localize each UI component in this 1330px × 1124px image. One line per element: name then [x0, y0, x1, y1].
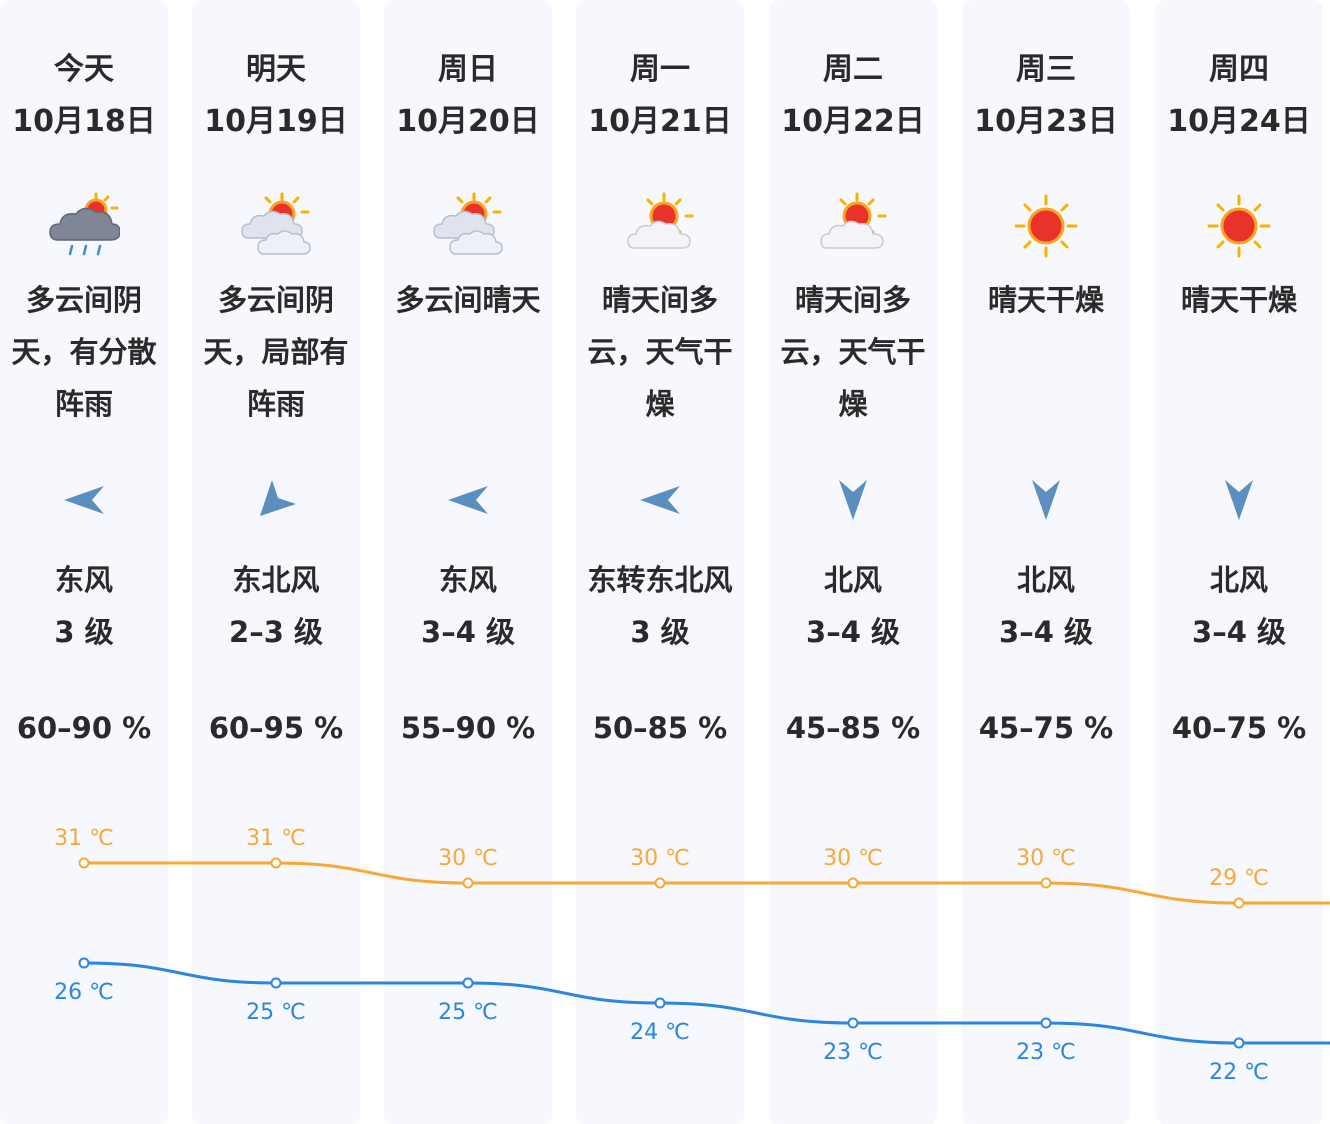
- humidity-range: 60–95 %: [208, 711, 344, 745]
- weather-description: 晴天干燥: [987, 283, 1104, 317]
- weather-description: 多云间晴天: [395, 283, 541, 317]
- day-name: 今天: [54, 52, 114, 87]
- low-temp-label: 25 ℃: [246, 1000, 306, 1025]
- cloudy-shower-icon: [49, 192, 120, 256]
- wind-direction-arrow-icon: [260, 480, 296, 516]
- low-temp-label: 25 ℃: [438, 1000, 498, 1025]
- high-temp-label: 30 ℃: [823, 846, 883, 871]
- weather-description: 多云间阴天，有分散阵雨: [11, 283, 157, 421]
- forecast-day-column: 周日 10月20日 多云间晴天东风 3–4 级 55–90 %: [384, 0, 552, 1124]
- low-temp-point: [270, 977, 282, 989]
- day-date: 10月23日: [974, 104, 1118, 139]
- wind-direction: 东转东北风: [587, 563, 733, 597]
- sunny-cloud-icon: [627, 192, 694, 249]
- low-temp-label: 23 ℃: [1016, 1040, 1076, 1065]
- wind-direction-arrow-icon: [448, 486, 488, 514]
- high-temp-point: [847, 877, 859, 889]
- low-temp-point: [654, 997, 666, 1009]
- low-temp-point: [1233, 1037, 1245, 1049]
- wind-level: 2–3 级: [229, 615, 323, 649]
- humidity-range: 40–75 %: [1171, 711, 1307, 745]
- low-temp-point: [78, 957, 90, 969]
- high-temp-label: 29 ℃: [1209, 866, 1269, 891]
- humidity-range: 55–90 %: [400, 711, 536, 745]
- high-temp-label: 30 ℃: [630, 846, 690, 871]
- wind-level: 3–4 级: [421, 615, 515, 649]
- day-date: 10月18日: [12, 104, 156, 139]
- day-name: 周二: [823, 52, 883, 87]
- wind-direction-arrow-icon: [1032, 480, 1060, 520]
- wind-direction: 北风: [1016, 563, 1075, 597]
- wind-level: 3 级: [630, 615, 690, 649]
- low-temp-line: [83, 961, 1330, 1045]
- high-temp-label: 31 ℃: [54, 826, 114, 851]
- high-temp-point: [270, 857, 282, 869]
- low-temp-point: [462, 977, 474, 989]
- forecast-day-column: 周四 10月24日 晴天干燥北风 3–4 级 40–75 %: [1155, 0, 1323, 1124]
- wind-direction: 北风: [823, 563, 882, 597]
- low-temp-label: 24 ℃: [630, 1020, 690, 1045]
- wind-direction: 东风: [438, 563, 497, 597]
- wind-direction: 东风: [54, 563, 113, 597]
- forecast-day-column: 今天 10月18日多云间阴天，有分散阵雨东风 3 级 60–90 %: [0, 0, 168, 1124]
- wind-direction-arrow-icon: [839, 480, 867, 520]
- low-temp-label: 22 ℃: [1209, 1060, 1269, 1085]
- day-name: 周四: [1209, 52, 1269, 87]
- low-temp-label: 23 ℃: [823, 1040, 883, 1065]
- high-temp-point: [78, 857, 90, 869]
- weather-description: 多云间阴天，局部有阵雨: [203, 283, 349, 421]
- wind-direction: 北风: [1209, 563, 1268, 597]
- low-temp-label: 26 ℃: [54, 980, 114, 1005]
- day-date: 10月20日: [396, 104, 540, 139]
- high-temp-point: [654, 877, 666, 889]
- day-date: 10月24日: [1167, 104, 1311, 139]
- forecast-day-column: 周三 10月23日 晴天干燥北风 3–4 级 45–75 %: [962, 0, 1130, 1124]
- forecast-day-column: 明天 10月19日多云间阴天，局部有阵雨东北风 2–3 级 60–95 %: [192, 0, 360, 1124]
- wind-level: 3–4 级: [1192, 615, 1286, 649]
- high-temp-line: [84, 861, 1330, 905]
- humidity-range: 45–75 %: [978, 711, 1114, 745]
- high-temp-point: [1233, 897, 1245, 909]
- humidity-range: 50–85 %: [592, 711, 728, 745]
- day-name: 周一: [630, 52, 690, 87]
- high-temp-label: 30 ℃: [438, 846, 498, 871]
- high-temp-point: [1040, 877, 1052, 889]
- weather-description: 晴天间多云，天气干燥: [587, 283, 733, 421]
- weather-description: 晴天间多云，天气干燥: [780, 283, 926, 421]
- weather-description: 晴天干燥: [1180, 283, 1297, 317]
- high-temp-point: [462, 877, 474, 889]
- sunny-cloud-icon: [820, 192, 887, 249]
- day-name: 明天: [246, 52, 306, 87]
- low-temp-point: [1040, 1017, 1052, 1029]
- wind-direction-arrow-icon: [640, 486, 680, 514]
- partly-cloudy-icon: [241, 192, 311, 255]
- wind-level: 3 级: [54, 615, 114, 649]
- humidity-range: 60–90 %: [16, 711, 152, 745]
- partly-cloudy-icon: [433, 192, 503, 255]
- day-name: 周日: [438, 52, 498, 87]
- forecast-day-column: 周二 10月22日晴天间多云，天气干燥北风 3–4 级 45–85 %: [769, 0, 937, 1124]
- day-date: 10月19日: [204, 104, 348, 139]
- forecast-day-column: 周一 10月21日晴天间多云，天气干燥东转东北风 3 级 50–85 %: [576, 0, 744, 1124]
- high-temp-label: 30 ℃: [1016, 846, 1076, 871]
- sun-icon: [1207, 194, 1271, 258]
- wind-level: 3–4 级: [806, 615, 900, 649]
- day-name: 周三: [1016, 52, 1076, 87]
- wind-level: 3–4 级: [999, 615, 1093, 649]
- wind-direction: 东北风: [232, 563, 320, 597]
- low-temp-point: [847, 1017, 859, 1029]
- day-date: 10月22日: [781, 104, 925, 139]
- day-date: 10月21日: [588, 104, 732, 139]
- wind-direction-arrow-icon: [64, 486, 104, 514]
- humidity-range: 45–85 %: [785, 711, 921, 745]
- high-temp-label: 31 ℃: [246, 826, 306, 851]
- sun-icon: [1014, 194, 1078, 258]
- wind-direction-arrow-icon: [1225, 480, 1253, 520]
